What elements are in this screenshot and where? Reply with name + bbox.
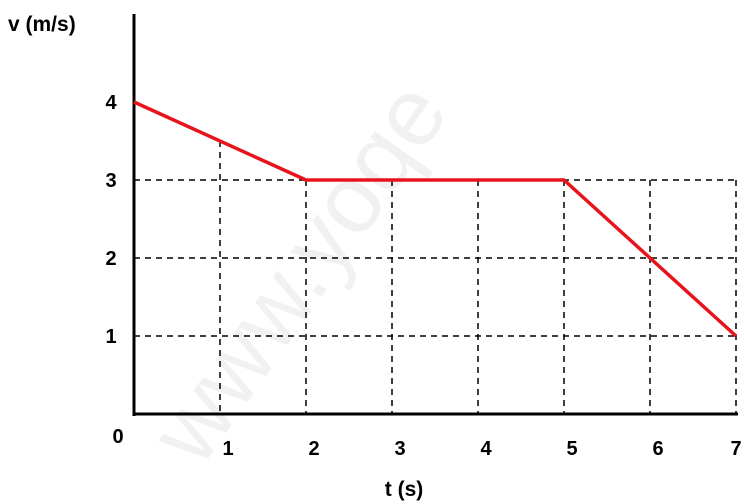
axes (132, 14, 738, 416)
series-line-0 (133, 100, 738, 338)
x-tick-label-4: 4 (480, 438, 492, 460)
tick-labels: 0 1 2 3 4 5 6 7 1 2 3 4 (105, 92, 741, 460)
series-layer (133, 100, 738, 338)
x-tick-label-5: 5 (566, 438, 577, 460)
y-tick-label-2: 2 (105, 248, 116, 270)
y-tick-label-4: 4 (105, 92, 117, 114)
x-axis-title: t (s) (385, 478, 424, 501)
x-tick-label-0: 0 (112, 426, 123, 448)
x-tick-label-6: 6 (652, 438, 663, 460)
watermark: www.yoqe (129, 62, 468, 483)
x-tick-label-2: 2 (308, 438, 319, 460)
y-tick-label-1: 1 (105, 326, 116, 348)
x-tick-label-7: 7 (730, 438, 741, 460)
y-tick-label-3: 3 (105, 170, 116, 192)
x-tick-label-3: 3 (394, 438, 405, 460)
y-axis-title: v (m/s) (8, 13, 76, 36)
x-tick-label-1: 1 (222, 438, 233, 460)
